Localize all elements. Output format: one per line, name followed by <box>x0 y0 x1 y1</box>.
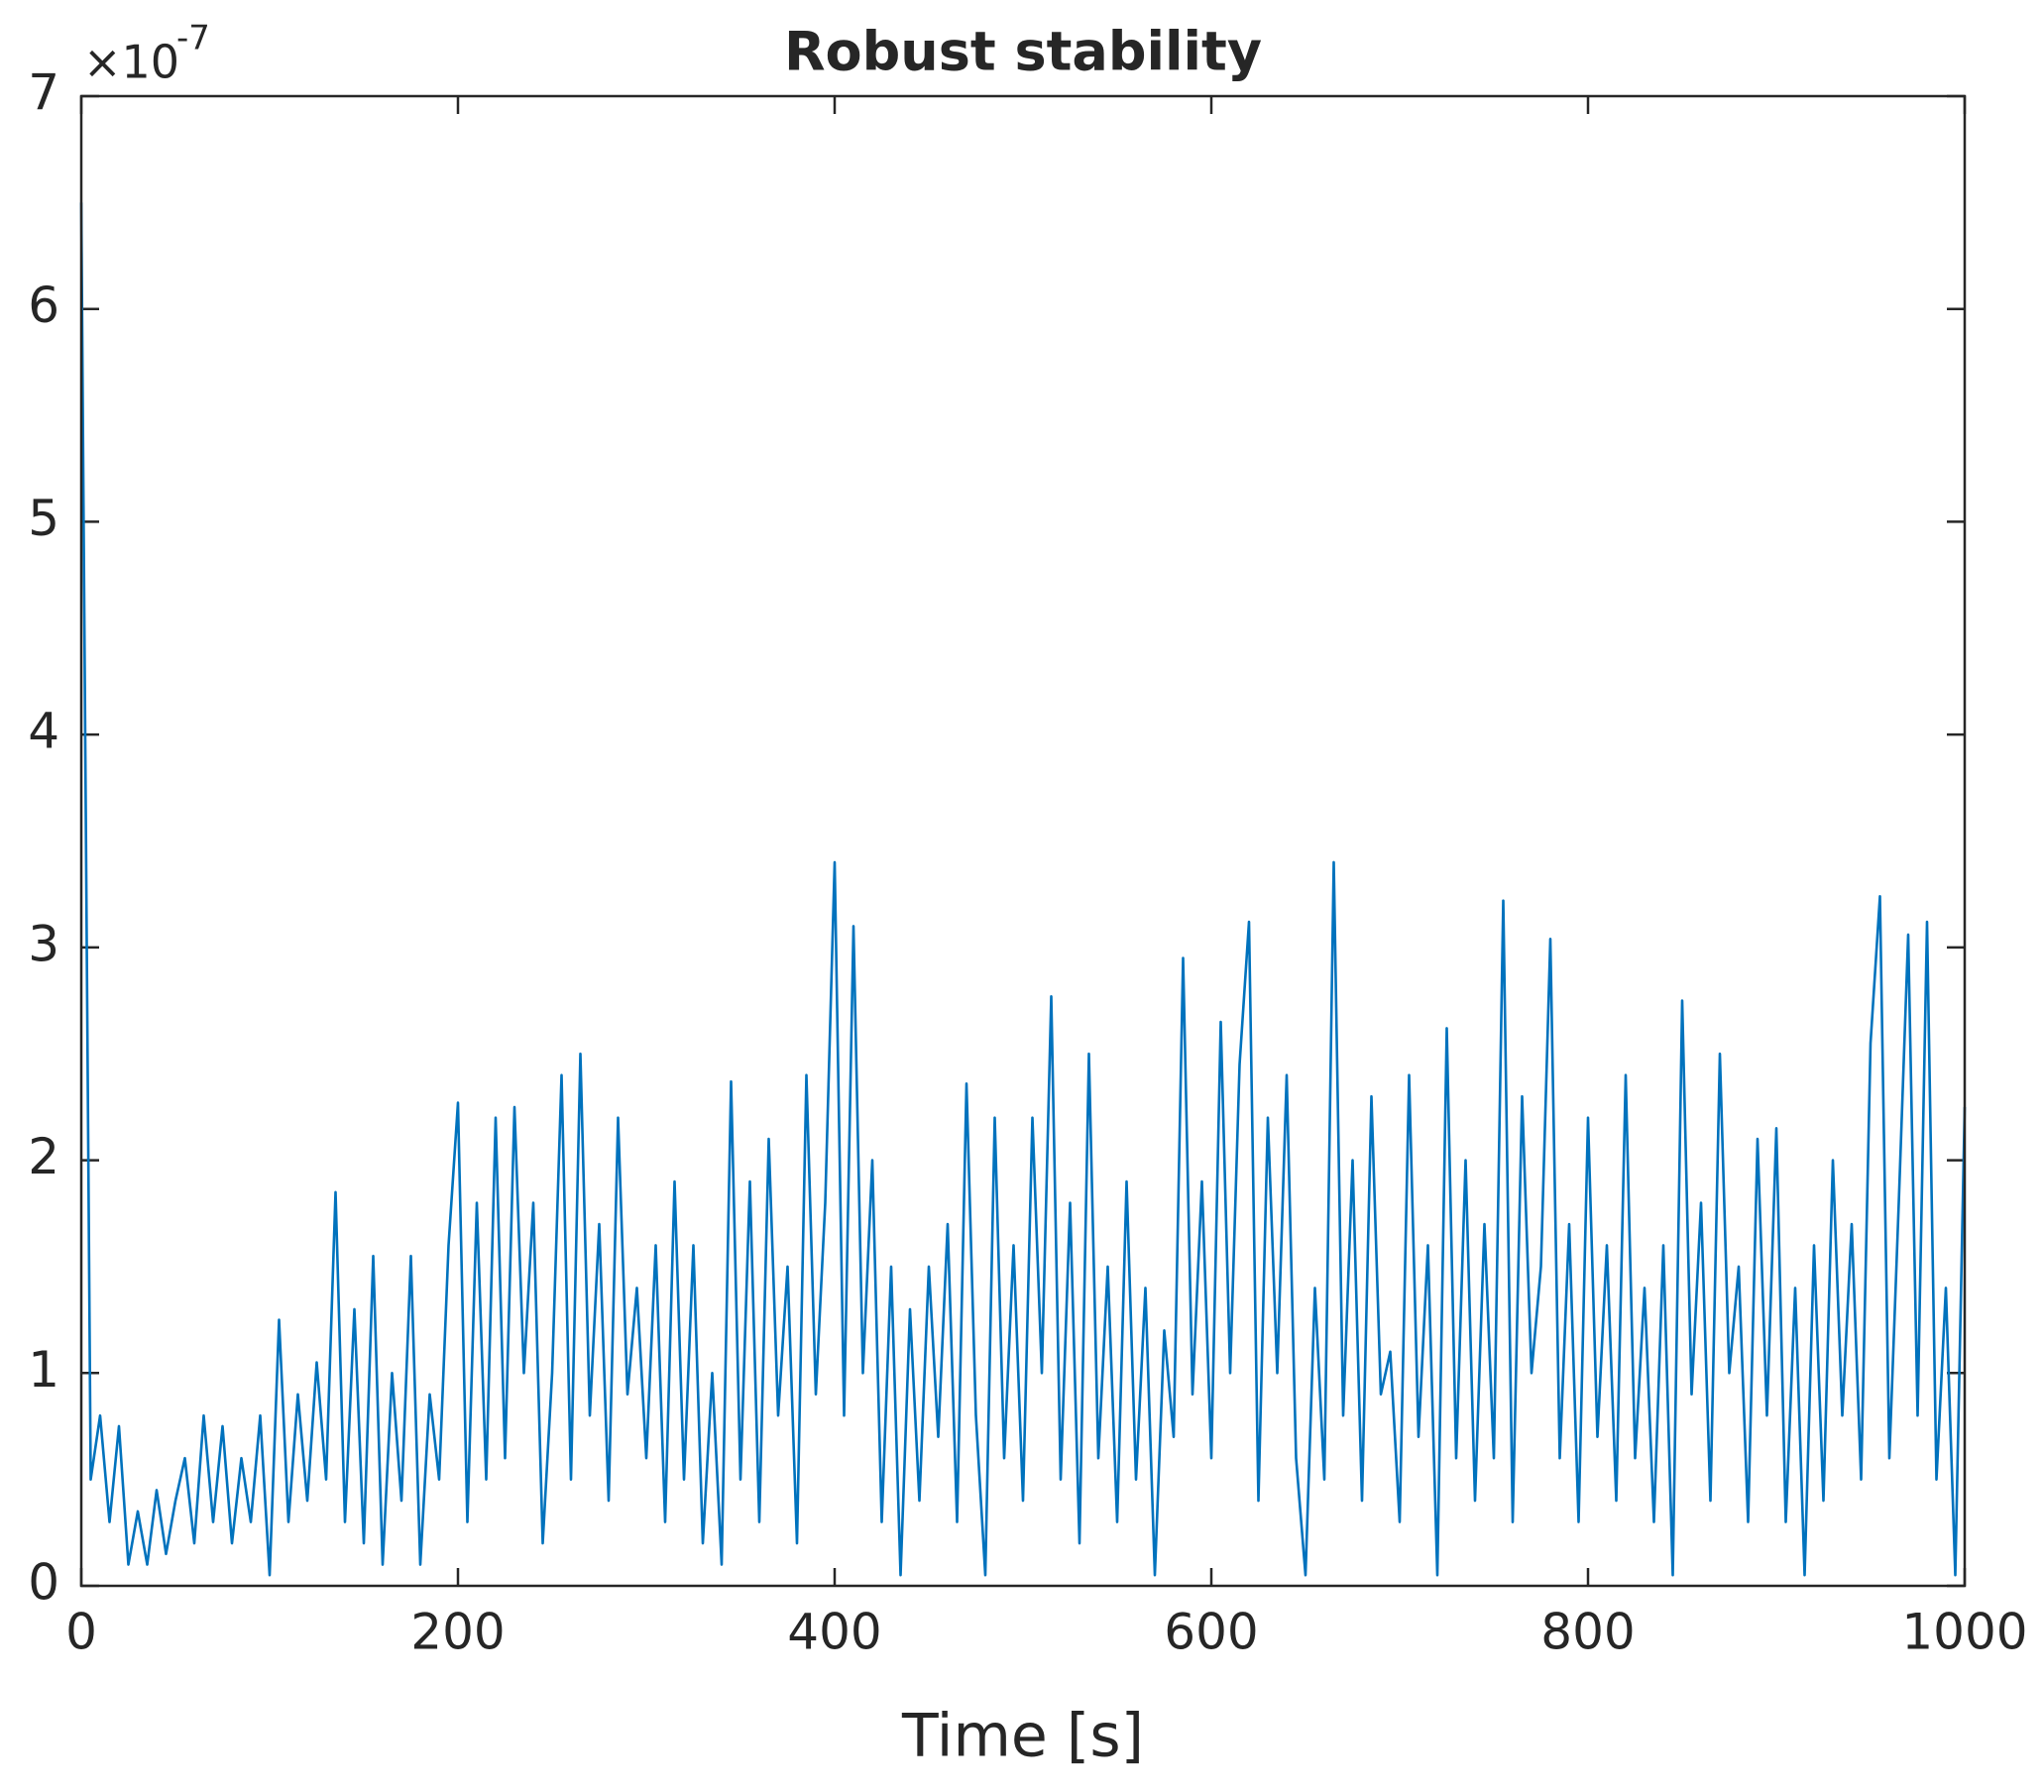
x-tick-label: 200 <box>410 1604 505 1661</box>
x-tick-label: 800 <box>1540 1604 1635 1661</box>
y-tick-label: 0 <box>28 1554 59 1612</box>
data-line <box>79 202 1967 1577</box>
axes-box <box>79 94 1967 1588</box>
y-tick-label: 4 <box>28 703 59 760</box>
y-multiplier-exponent: -7 <box>176 19 210 58</box>
x-tick-label: 0 <box>65 1604 97 1661</box>
y-tick-label: 2 <box>28 1128 59 1185</box>
x-tick-label: 1000 <box>1901 1604 2027 1661</box>
y-tick-label: 6 <box>28 277 59 334</box>
chart-title: Robust stability <box>784 21 1262 83</box>
y-tick-label: 5 <box>28 490 59 547</box>
x-axis-label: Time [s] <box>901 1702 1144 1771</box>
y-multiplier-base: ×10 <box>83 36 179 89</box>
x-tick-label: 600 <box>1164 1604 1258 1661</box>
x-tick-label: 400 <box>787 1604 881 1661</box>
y-tick-label: 1 <box>28 1341 59 1399</box>
y-tick-label: 3 <box>28 915 59 972</box>
y-tick-label: 7 <box>28 64 59 122</box>
